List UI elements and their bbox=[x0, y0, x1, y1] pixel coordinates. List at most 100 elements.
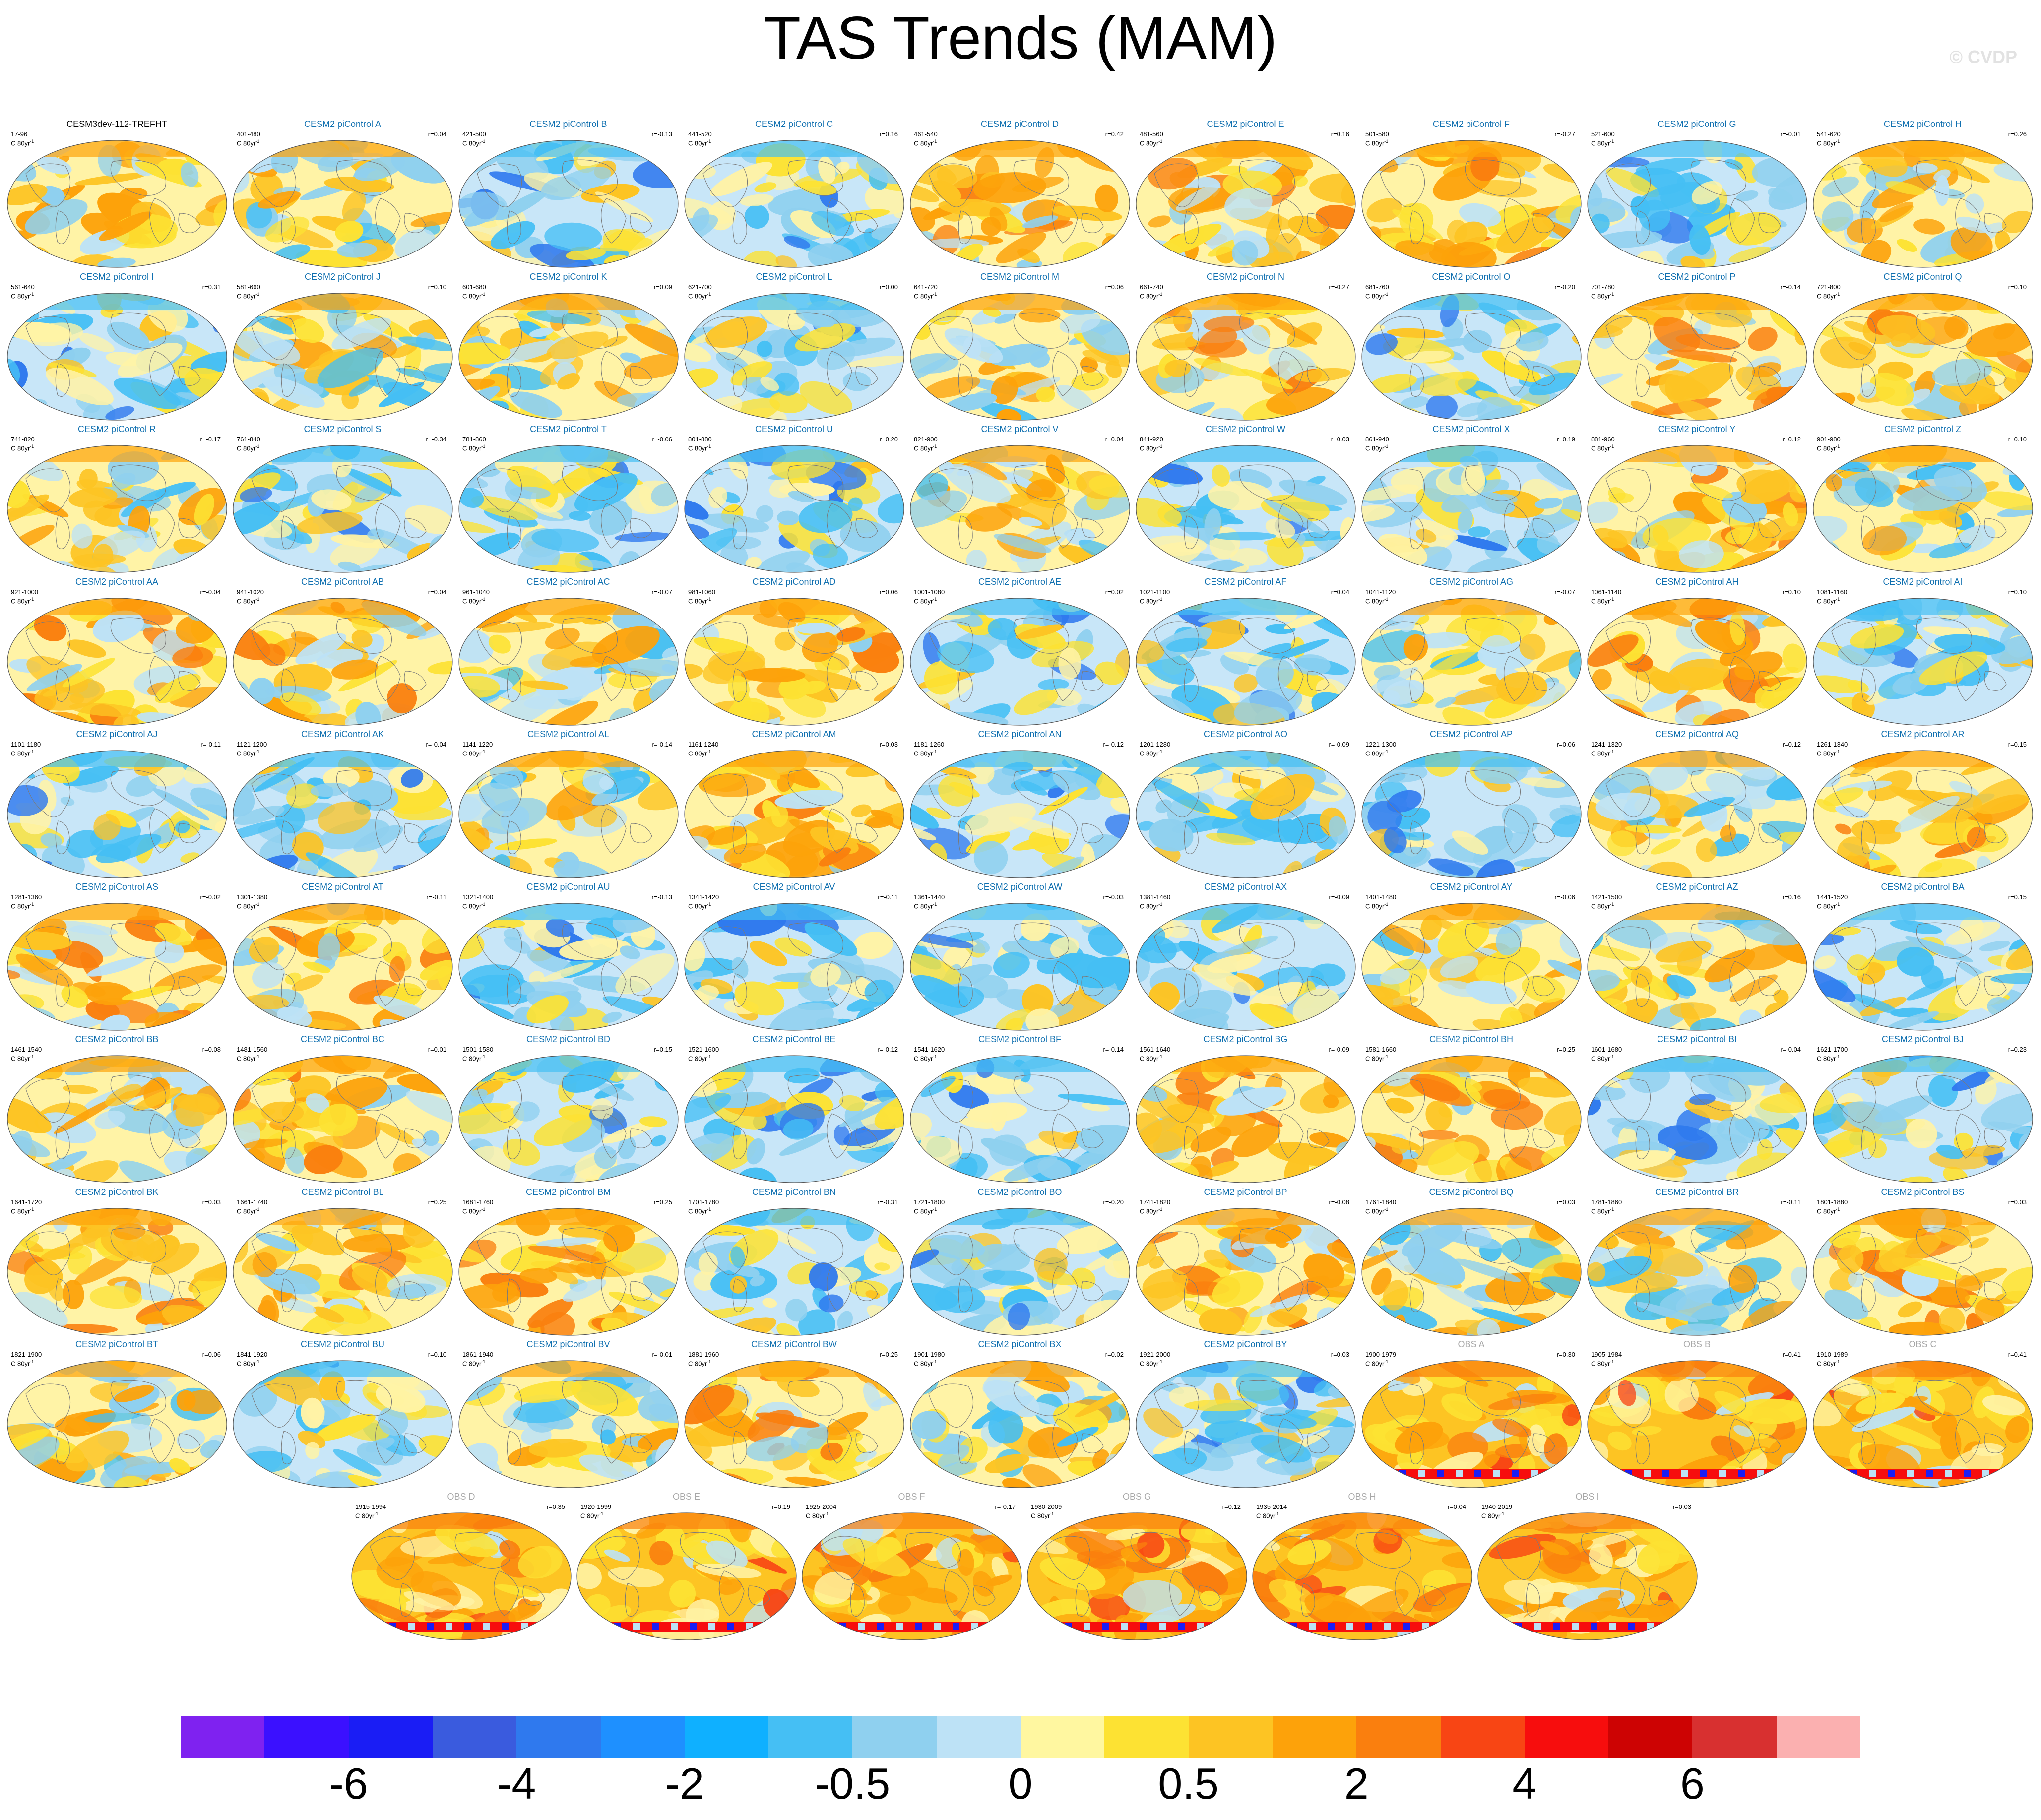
panel-years: 1481-1560 bbox=[237, 1046, 268, 1053]
trend-region bbox=[1720, 824, 1736, 842]
trend-region bbox=[1835, 823, 1852, 835]
trend-region bbox=[887, 1361, 904, 1384]
coastline bbox=[251, 464, 427, 549]
trend-region bbox=[812, 543, 848, 569]
panel-pattern-correlation: r=0.06 bbox=[879, 588, 898, 596]
trend-region bbox=[937, 164, 978, 189]
trend-region bbox=[1729, 974, 1778, 1002]
units-exponent: -1 bbox=[481, 444, 486, 449]
panel-pattern-correlation: r=-0.34 bbox=[426, 436, 446, 443]
trend-region bbox=[2009, 1361, 2033, 1378]
trend-region bbox=[437, 965, 452, 994]
antarctic-cell bbox=[633, 1623, 640, 1630]
trend-region bbox=[991, 1621, 1021, 1640]
trend-region bbox=[1387, 328, 1446, 338]
trend-region bbox=[1249, 982, 1306, 1009]
trend-region bbox=[1813, 516, 1848, 549]
arctic-band bbox=[1362, 1208, 1581, 1225]
trend-region bbox=[1452, 830, 1488, 855]
trend-region bbox=[1997, 504, 2033, 517]
panel-pattern-correlation: r=0.10 bbox=[2008, 436, 2027, 443]
trend-region bbox=[201, 655, 227, 688]
arctic-band bbox=[7, 1056, 227, 1072]
arctic-band bbox=[1813, 140, 2033, 157]
panel-units: C 80yr-1 bbox=[1591, 291, 1614, 300]
arctic-band bbox=[7, 445, 227, 462]
trend-map bbox=[1136, 1360, 1356, 1488]
map-border bbox=[684, 750, 904, 878]
trend-region bbox=[1976, 751, 2033, 760]
panel-units: C 80yr-1 bbox=[1817, 748, 1840, 757]
map-border bbox=[910, 445, 1130, 573]
panel-units: C 80yr-1 bbox=[688, 443, 711, 452]
map-panel: CESM2 piControl Q 721-800 C 80yr-1 r=0.10 bbox=[1810, 272, 2036, 424]
trend-region bbox=[1309, 173, 1355, 203]
trend-region bbox=[1496, 671, 1548, 705]
map-border bbox=[910, 292, 1130, 421]
trend-map bbox=[1136, 750, 1356, 878]
map-panel: CESM2 piControl BR 1781-1860 C 80yr-1 r=-0.… bbox=[1584, 1187, 1810, 1339]
trend-region bbox=[401, 769, 424, 788]
panel-pattern-correlation: r=0.04 bbox=[1331, 588, 1349, 596]
coastline bbox=[477, 1074, 652, 1159]
trend-region bbox=[420, 1208, 452, 1219]
panel-units: C 80yr-1 bbox=[1817, 901, 1840, 910]
trend-region bbox=[734, 981, 785, 1015]
trend-region bbox=[911, 1056, 937, 1070]
panel-title: CESM2 piControl L bbox=[756, 271, 832, 282]
trend-region bbox=[1777, 140, 1807, 154]
panel-years: 721-800 bbox=[1817, 283, 1841, 291]
trend-map bbox=[910, 140, 1130, 268]
trend-region bbox=[1768, 188, 1793, 204]
units-text: C 80yr bbox=[1817, 902, 1836, 910]
units-text: C 80yr bbox=[1817, 597, 1836, 605]
trend-region bbox=[1815, 955, 1836, 969]
panel-title: CESM2 piControl H bbox=[1883, 119, 1962, 129]
panel-pattern-correlation: r=0.03 bbox=[879, 741, 898, 748]
coastline bbox=[928, 769, 1104, 854]
trend-region bbox=[708, 487, 727, 508]
trend-region bbox=[1565, 852, 1581, 878]
map-panel: CESM2 piControl AK 1121-1200 C 80yr-1 r=-0.… bbox=[230, 729, 455, 881]
trend-region bbox=[910, 490, 967, 528]
trend-region bbox=[797, 680, 826, 694]
trend-region bbox=[2003, 406, 2018, 420]
units-exponent: -1 bbox=[30, 901, 34, 907]
trend-region bbox=[1056, 952, 1117, 988]
antarctic-cell bbox=[727, 1623, 734, 1630]
coastline bbox=[1831, 159, 2007, 244]
trend-region bbox=[1268, 1142, 1341, 1166]
trend-region bbox=[1404, 832, 1431, 841]
panel-title: CESM2 piControl W bbox=[1205, 424, 1286, 434]
panel-years: 1501-1580 bbox=[462, 1046, 494, 1053]
panel-title: CESM2 piControl BP bbox=[1204, 1187, 1287, 1197]
panel-pattern-correlation: r=0.41 bbox=[1782, 1351, 1801, 1358]
trend-region bbox=[459, 1089, 488, 1114]
trend-region bbox=[802, 1627, 831, 1640]
trend-map bbox=[7, 750, 227, 878]
trend-region bbox=[910, 1165, 942, 1183]
panel-units: C 80yr-1 bbox=[688, 901, 711, 910]
trend-region bbox=[459, 1361, 487, 1377]
map-border bbox=[458, 1055, 679, 1183]
map-panel: OBS C 1910-1989 C 80yr-1 r=0.41 bbox=[1810, 1339, 2036, 1492]
trend-region bbox=[233, 1208, 264, 1217]
trend-region bbox=[1666, 974, 1696, 996]
trend-region bbox=[1897, 239, 1917, 252]
trend-region bbox=[1330, 1023, 1350, 1030]
panel-title: OBS B bbox=[1683, 1339, 1711, 1349]
panel-units: C 80yr-1 bbox=[1140, 138, 1162, 147]
trend-region bbox=[1897, 486, 1963, 511]
panel-units: C 80yr-1 bbox=[237, 596, 259, 605]
arctic-band bbox=[459, 598, 678, 615]
trend-region bbox=[760, 377, 779, 391]
coastline bbox=[25, 922, 201, 1007]
trend-region bbox=[821, 810, 844, 823]
trend-region bbox=[965, 803, 1036, 836]
trend-region bbox=[1979, 941, 2010, 951]
units-exponent: -1 bbox=[1158, 139, 1163, 144]
trend-region bbox=[1534, 498, 1563, 509]
trend-region bbox=[10, 293, 28, 307]
panel-years: 601-680 bbox=[462, 283, 486, 291]
panel-pattern-correlation: r=-0.09 bbox=[1329, 741, 1349, 748]
